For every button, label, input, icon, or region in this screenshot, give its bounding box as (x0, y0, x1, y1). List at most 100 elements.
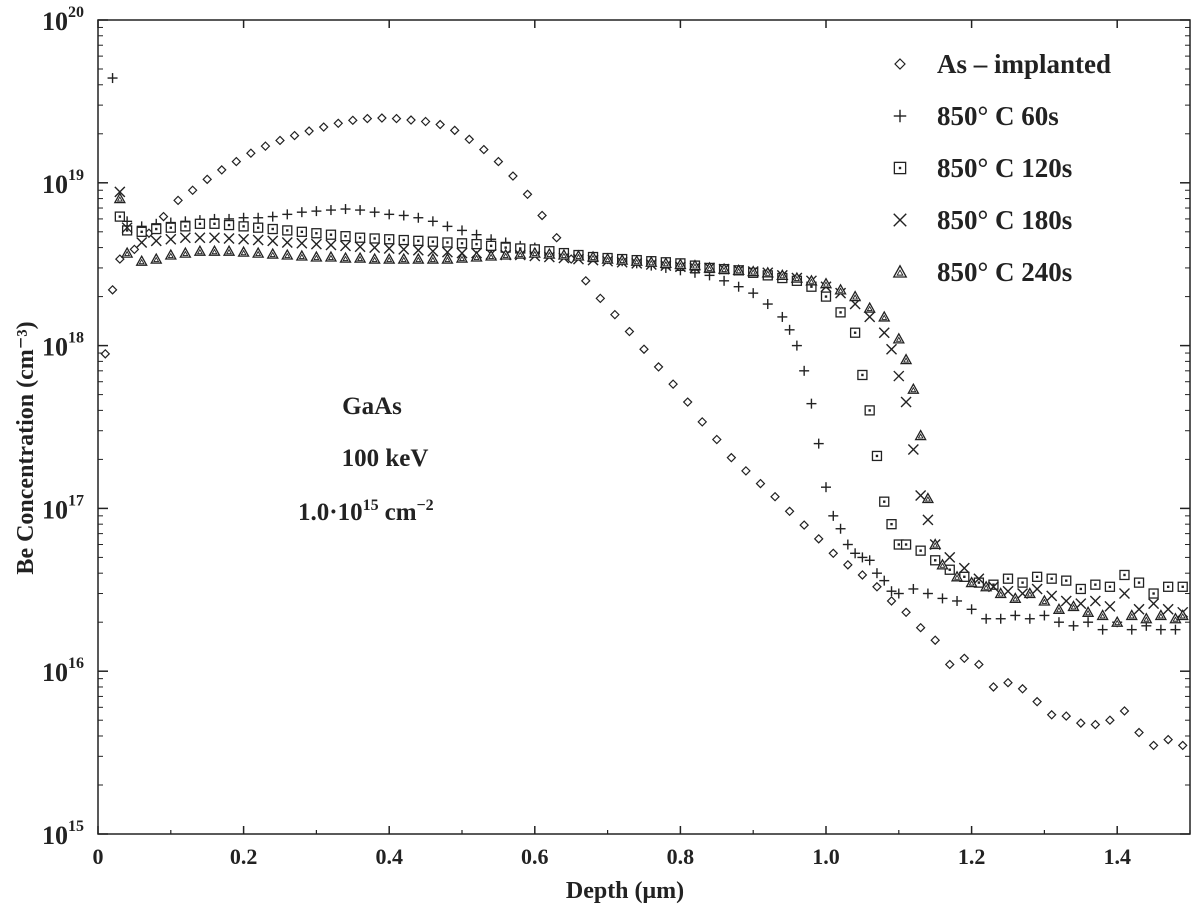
marker-triangle-outer (572, 249, 585, 261)
y-tick-base: 10 (42, 170, 68, 199)
legend-label: 850° C 60s (937, 101, 1059, 131)
marker-triangle-outer (397, 252, 410, 264)
y-tick-exponent: 16 (68, 655, 84, 672)
y-tick-exponent: 19 (68, 167, 84, 184)
data-point-x (1031, 583, 1043, 595)
data-point-triangle (557, 248, 571, 260)
marker-triangle-inner (750, 269, 757, 275)
marker-x-b (412, 244, 424, 256)
marker-triangle-inner (837, 287, 844, 293)
marker-square-dot (824, 295, 828, 298)
marker-triangle-outer (717, 262, 731, 274)
marker-x-b (864, 311, 876, 323)
marker-triangle-inner (1070, 603, 1077, 610)
legend-item-3: 850° C 120s (893, 153, 1072, 183)
data-point-diamond (478, 144, 489, 155)
data-point-plus (784, 324, 795, 335)
legend-marker-triangle (892, 264, 908, 278)
data-point-x (1089, 595, 1101, 607)
marker-x-b (267, 235, 279, 247)
data-point-x (900, 396, 912, 408)
data-point-x (412, 244, 424, 256)
data-point-diamond (711, 434, 722, 445)
data-point-diamond (610, 309, 620, 320)
data-point-x (114, 186, 126, 198)
marker-square-dot (198, 222, 202, 225)
marker-triangle-outer (929, 538, 942, 550)
data-point-x (398, 243, 410, 255)
data-point-diamond (944, 659, 955, 670)
data-point-square (427, 236, 439, 247)
data-point-x (915, 490, 927, 502)
marker-triangle-inner (429, 256, 436, 263)
data-point-diamond (1134, 727, 1144, 738)
data-point-plus (864, 555, 875, 566)
marker-square-dot (839, 311, 842, 314)
y-tick-exponent: 20 (68, 4, 84, 21)
marker-x-b (194, 232, 206, 244)
data-point-square (311, 228, 322, 239)
marker-triangle-outer (1125, 609, 1138, 621)
marker-x-b (1017, 588, 1029, 600)
data-point-square (1133, 577, 1145, 588)
marker-square-dot (890, 522, 893, 526)
marker-triangle-inner (1128, 613, 1135, 619)
data-point-plus (952, 595, 963, 606)
marker-square-dot (388, 238, 391, 241)
marker-square-dot (1035, 575, 1039, 579)
data-point-x (281, 236, 293, 248)
data-point-diamond (784, 506, 795, 517)
data-point-diamond (289, 130, 300, 141)
data-point-diamond (522, 189, 533, 200)
data-point-triangle (528, 246, 541, 258)
data-point-triangle (819, 277, 833, 289)
data-point-diamond (1017, 683, 1028, 694)
data-point-x (354, 241, 366, 253)
marker-triangle-outer (630, 254, 643, 266)
marker-square-dot (1152, 592, 1155, 595)
data-point-triangle (339, 251, 352, 263)
marker-triangle-outer (921, 492, 935, 504)
marker-x-b (296, 237, 308, 249)
marker-layer (100, 73, 1189, 751)
marker-triangle-outer (1111, 615, 1124, 627)
data-point-square (1148, 588, 1159, 599)
marker-x-b (383, 242, 395, 254)
marker-triangle-outer (208, 244, 221, 256)
marker-x-b (922, 514, 934, 526)
data-point-square (1090, 579, 1101, 590)
marker-triangle-inner (648, 259, 655, 266)
data-point-triangle (950, 570, 964, 582)
data-point-x (1162, 603, 1174, 615)
data-point-x (1046, 590, 1058, 602)
data-point-triangle (1081, 605, 1095, 617)
marker-triangle-inner (619, 257, 626, 264)
data-point-diamond (872, 581, 882, 592)
marker-x-b (121, 222, 133, 234)
marker-x-b (369, 242, 381, 254)
marker-triangle-outer (237, 245, 250, 257)
marker-square-dot (1181, 585, 1184, 588)
data-point-square (1002, 573, 1014, 584)
data-point-plus (995, 613, 1006, 624)
marker-triangle-outer (878, 310, 891, 322)
data-point-triangle (929, 538, 942, 550)
data-point-square (1061, 575, 1072, 586)
marker-x-b (1075, 598, 1087, 610)
data-point-x (893, 370, 905, 382)
data-point-x (973, 573, 985, 585)
marker-triangle-inner (298, 253, 305, 259)
data-point-triangle (1009, 592, 1022, 604)
data-point-diamond (755, 478, 766, 489)
data-point-diamond (551, 232, 562, 243)
data-point-triangle (994, 587, 1007, 599)
marker-triangle-inner (1041, 598, 1048, 604)
data-point-plus (1155, 624, 1166, 635)
data-point-x (194, 232, 206, 244)
marker-x-b (398, 243, 410, 255)
data-point-plus (813, 438, 824, 449)
marker-square-dot (315, 232, 318, 235)
data-point-square (857, 369, 868, 381)
data-point-triangle (878, 310, 891, 322)
